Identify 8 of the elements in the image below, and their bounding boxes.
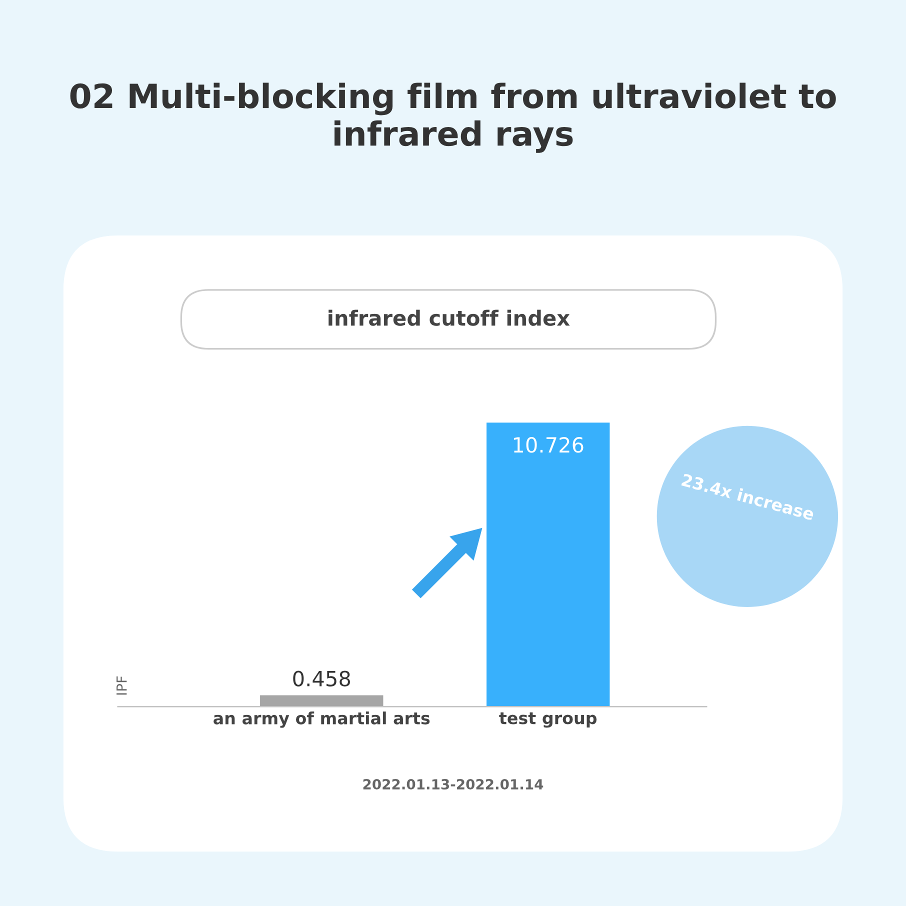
x-tick-label: test group xyxy=(499,712,597,728)
y-axis-title: IPF xyxy=(116,676,127,695)
chart-subtitle: infrared cutoff index xyxy=(328,310,570,326)
data-label: 0.458 xyxy=(293,670,350,686)
text: 2022.01.13-2022.01.14 xyxy=(363,779,544,790)
x-tick-label: an army of martial arts xyxy=(214,712,430,728)
chart-title: 02 Multi-blocking film from ultraviolet to infrared rays xyxy=(70,82,836,153)
data-label: 10.726 xyxy=(514,437,584,453)
